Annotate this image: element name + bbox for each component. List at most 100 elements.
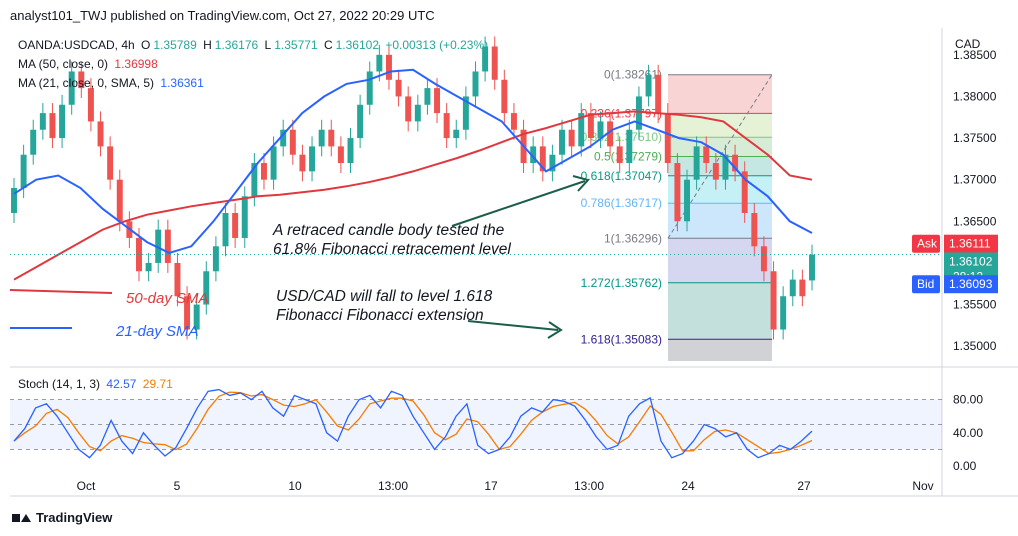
tradingview-brand: TradingView bbox=[36, 510, 113, 525]
symbol-legend: OANDA:USDCAD, 4h O 1.35789 H 1.36176 L 1.35… bbox=[18, 38, 491, 52]
candle-body bbox=[299, 154, 306, 172]
ma21-line bbox=[13, 68, 813, 254]
candle-body bbox=[30, 129, 37, 155]
low-value: 1.35771 bbox=[274, 38, 318, 52]
time-tick-label: 27 bbox=[797, 479, 811, 493]
candle-body bbox=[39, 113, 46, 130]
fib-level-label: 1.618(1.35083) bbox=[581, 332, 662, 346]
time-tick-label: Nov bbox=[912, 479, 933, 493]
bid-label-box bbox=[912, 275, 940, 294]
fib-level-label: 0.786(1.36717) bbox=[581, 196, 662, 210]
stoch-d-line bbox=[13, 391, 813, 455]
fib-zone bbox=[668, 74, 772, 114]
candle-body bbox=[241, 196, 248, 238]
fib-trend-line bbox=[667, 74, 773, 239]
chart-area[interactable]: CAD 1.38500 1.38000 1.37500 1.37000 1.36500 1.… bbox=[0, 28, 1018, 508]
price-tick-label: 1.35000 bbox=[953, 339, 997, 353]
candle-body bbox=[309, 146, 316, 172]
fall-line-2: Fibonacci Fibonacci extension bbox=[276, 307, 484, 324]
fib-level-label: 0(1.38261) bbox=[604, 68, 662, 82]
time-tick-label: 5 bbox=[174, 479, 181, 493]
stoch-tick-label: 80.00 bbox=[953, 393, 983, 407]
candle-body bbox=[107, 146, 114, 180]
published-line: analyst101_TWJ published on TradingView.… bbox=[10, 8, 435, 23]
candle-body bbox=[722, 154, 729, 180]
fib-level-label: 1(1.36296) bbox=[604, 231, 662, 245]
time-tick-label: 10 bbox=[288, 479, 302, 493]
close-label: C bbox=[323, 38, 333, 52]
stoch-tick-label: 0.00 bbox=[953, 459, 977, 473]
time-tick-label: Oct bbox=[77, 479, 96, 493]
fib-level-label: 1.272(1.35762) bbox=[581, 276, 662, 290]
fib-level-label: 0.618(1.37047) bbox=[581, 169, 662, 183]
stoch-k-line bbox=[13, 388, 813, 459]
candle-body bbox=[482, 46, 489, 72]
candle-body bbox=[174, 262, 181, 297]
candle-body bbox=[684, 179, 690, 222]
fib-zone bbox=[668, 156, 772, 176]
candle-body bbox=[68, 71, 75, 105]
change-value: +0.00313 (+0.23%) bbox=[385, 38, 489, 52]
candle-body bbox=[780, 296, 787, 330]
candle-body bbox=[337, 146, 344, 164]
candle-body bbox=[366, 71, 373, 105]
ask-label-text: Ask bbox=[917, 237, 938, 251]
currency-label: CAD bbox=[955, 37, 981, 51]
candle-body bbox=[453, 129, 460, 139]
candle-body bbox=[501, 79, 508, 114]
time-tick-label: 13:00 bbox=[574, 479, 604, 493]
stoch-tick-label: 40.00 bbox=[953, 426, 983, 440]
candle-body bbox=[289, 129, 296, 155]
candle-body bbox=[568, 129, 575, 147]
tradingview-footer[interactable]: TradingView bbox=[12, 510, 112, 525]
retrace-annotation: A retraced candle body tested the 61.8% … bbox=[273, 221, 511, 259]
candle-body bbox=[232, 212, 239, 238]
fall-arrow-line bbox=[467, 320, 559, 331]
candle-body bbox=[414, 104, 421, 122]
candle-body bbox=[809, 254, 815, 281]
retrace-arrow-line bbox=[451, 180, 586, 227]
last-price-text: 1.36102 bbox=[949, 254, 993, 268]
candle-body bbox=[462, 96, 469, 130]
retrace-arrow-head bbox=[572, 175, 590, 192]
ma50-marker-line bbox=[9, 289, 113, 294]
price-tick-label: 1.38500 bbox=[953, 48, 997, 62]
high-label: H bbox=[203, 38, 212, 52]
candle-body bbox=[155, 229, 162, 263]
fall-annotation: USD/CAD will fall to level 1.618 Fibonac… bbox=[276, 287, 492, 325]
candle-body bbox=[49, 113, 56, 139]
ma50-label: MA (50, close, 0) bbox=[18, 57, 109, 71]
candle-body bbox=[280, 129, 287, 147]
low-label: L bbox=[264, 38, 272, 52]
candle-body bbox=[549, 154, 556, 172]
retrace-line-1: A retraced candle body tested the bbox=[273, 222, 505, 239]
fall-arrow-head bbox=[547, 321, 563, 339]
ma50-annotation: 50-day SMA bbox=[126, 290, 209, 307]
candle-body bbox=[597, 121, 604, 139]
candle-body bbox=[607, 121, 614, 147]
candle-body bbox=[616, 146, 623, 164]
candle-body bbox=[357, 104, 364, 139]
price-tick-label: 1.37500 bbox=[953, 131, 997, 145]
ma50-value: 1.36998 bbox=[114, 57, 158, 71]
fib-zone bbox=[668, 113, 772, 138]
candle-body bbox=[789, 279, 796, 297]
ma50-legend: MA (50, close, 0) 1.36998 bbox=[18, 57, 161, 71]
candle-body bbox=[645, 74, 652, 97]
fall-line-1: USD/CAD will fall to level 1.618 bbox=[276, 288, 493, 305]
candle-body bbox=[559, 129, 566, 155]
candle-body bbox=[693, 146, 700, 180]
ask-label-box bbox=[912, 234, 940, 253]
candle-body bbox=[424, 88, 431, 105]
candle-body bbox=[491, 46, 498, 80]
retrace-line-2: 61.8% Fibonacci retracement level bbox=[273, 241, 511, 258]
candle-body bbox=[741, 171, 748, 213]
candle-body bbox=[760, 246, 767, 272]
candle-body bbox=[270, 146, 277, 180]
candle-body bbox=[751, 212, 758, 247]
price-tick-label: 1.36500 bbox=[953, 214, 997, 228]
candle-body bbox=[539, 146, 546, 172]
candle-body bbox=[376, 54, 383, 72]
candle-body bbox=[193, 304, 200, 330]
